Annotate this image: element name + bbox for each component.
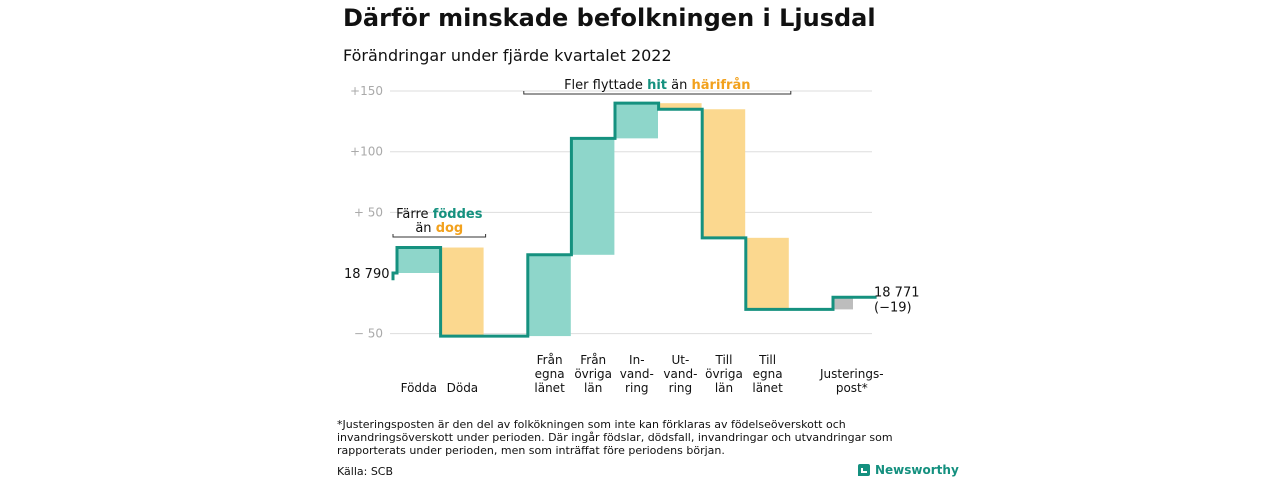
annotation-migration-line1: Fler flyttade hit än härifrån (564, 78, 750, 93)
bar-3 (527, 254, 571, 337)
category-label-1-0: Döda (447, 381, 479, 395)
category-label-4-0: Från (580, 353, 606, 367)
y-tick-label-2: + 50 (354, 205, 383, 219)
category-label-8-0: Till (758, 353, 776, 367)
bar-0 (397, 247, 440, 273)
bar-5 (615, 103, 658, 139)
y-tick-label-3: − 50 (354, 327, 383, 341)
category-label-8-2: länet (752, 381, 783, 395)
end-value-label: 18 771 (874, 285, 920, 300)
y-tick-label-1: +100 (350, 145, 383, 159)
brand-name: Newsworthy (875, 463, 959, 477)
bar-7 (702, 109, 746, 238)
category-label-10-1: post* (836, 381, 868, 395)
annotation-births-line1-segment-0: Färre (396, 207, 433, 222)
category-label-3-0: Från (537, 353, 563, 367)
y-tick-label-0: +150 (350, 84, 383, 98)
annotation-births-line2: än dog (415, 221, 463, 236)
category-label-3-1: egna (535, 367, 565, 381)
annotation-migration-line1-segment-1: hit (647, 78, 667, 93)
bar-8 (745, 237, 789, 310)
annotation-births-line1: Färre föddes (396, 207, 483, 222)
step-line (391, 101, 877, 338)
bars (397, 103, 853, 337)
category-label-5-0: In- (629, 353, 644, 367)
newsworthy-logo-icon (858, 464, 870, 476)
annotation-migration-bracket (523, 91, 792, 95)
start-value-label: 18 790 (344, 267, 390, 282)
category-label-4-2: län (584, 381, 602, 395)
bar-1 (440, 247, 484, 337)
category-label-10-0: Justerings- (819, 367, 884, 381)
bar-10 (833, 297, 853, 310)
category-label-0-0: Födda (401, 381, 437, 395)
category-label-7-1: övriga (705, 367, 743, 381)
category-label-5-2: ring (625, 381, 649, 395)
annotation-migration-line1-segment-2: än (667, 78, 691, 93)
category-label-6-2: ring (669, 381, 693, 395)
chart-subtitle: Förändringar under fjärde kvartalet 2022 (343, 46, 672, 65)
category-label-5-1: vand- (620, 367, 654, 381)
category-label-6-0: Ut- (671, 353, 689, 367)
category-label-3-2: länet (534, 381, 565, 395)
annotation-migration-line1-segment-3: härifrån (692, 78, 751, 93)
category-label-7-0: Till (715, 353, 733, 367)
end-change-label: (−19) (874, 300, 912, 315)
brand-logo: Newsworthy (858, 463, 959, 477)
annotation-births-bracket (392, 234, 487, 238)
cumulative-step-line (391, 101, 877, 338)
category-label-4-1: övriga (574, 367, 612, 381)
category-label-8-1: egna (753, 367, 783, 381)
annotation-births-line1-segment-1: föddes (433, 207, 483, 222)
category-label-6-1: vand- (663, 367, 697, 381)
bar-6 (658, 103, 702, 110)
waterfall-chart: +150 +100 + 50 − 50 18 790 18 771(−19) Födda D… (344, 78, 920, 395)
chart-title: Därför minskade befolkningen i Ljusdal (343, 4, 876, 32)
bar-4 (571, 138, 615, 255)
source-note: Källa: SCB (337, 465, 394, 478)
category-label-7-2: län (715, 381, 733, 395)
annotation-migration-line1-segment-0: Fler flyttade (564, 78, 647, 93)
annotation-births-line2-segment-0: än (415, 221, 435, 236)
footnote: *Justeringsposten är den del av folkökni… (337, 418, 893, 457)
annotation-births-line2-segment-1: dog (436, 221, 464, 236)
